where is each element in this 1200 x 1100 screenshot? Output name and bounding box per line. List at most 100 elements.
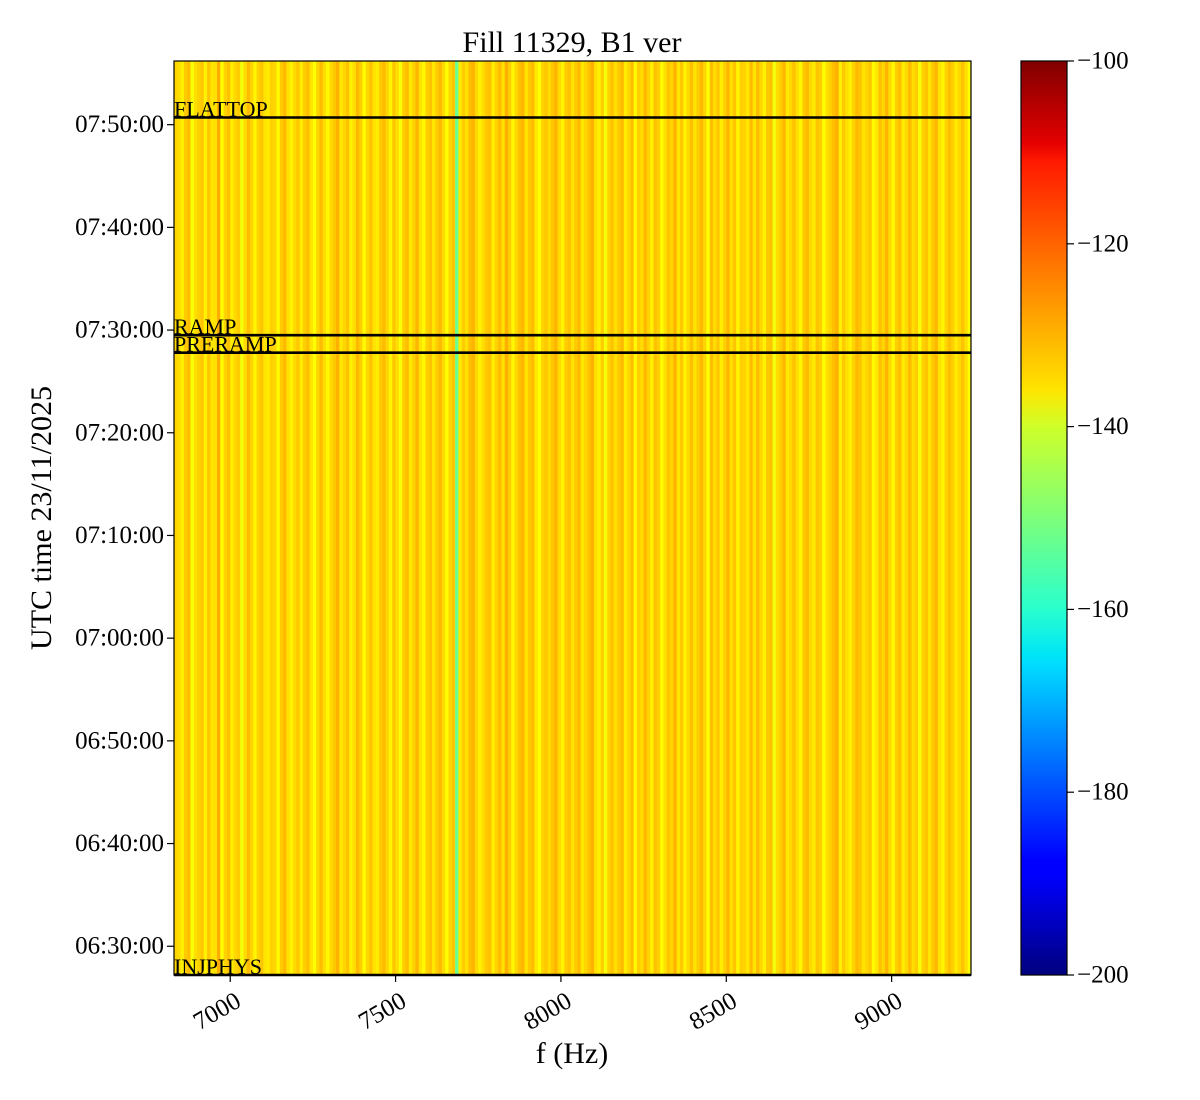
heatmap-band [226,61,231,975]
heatmap-band [441,61,446,975]
x-axis-title: f (Hz) [536,1037,608,1070]
y-tick-label: 07:50:00 [75,111,164,138]
heatmap-band [1176,61,1180,975]
heatmap-band [570,61,575,975]
heatmap-band [488,61,493,975]
heatmap-band [663,61,668,975]
heatmap-band [352,61,357,975]
heatmap-band [296,61,301,975]
heatmap-band [1074,61,1078,975]
heatmap-band [187,61,192,975]
heatmap-band [818,61,823,975]
heatmap-band [587,61,592,975]
heatmap-band [190,61,195,975]
heatmap-band [1150,61,1154,975]
heatmap-band [756,61,760,975]
heatmap-band [1166,61,1170,975]
heatmap-band [322,61,327,975]
heatmap-band [1136,61,1140,975]
heatmap-band [474,61,479,975]
heatmap-band [1143,61,1147,975]
heatmap-band [828,61,833,975]
heatmap-band [1123,61,1127,975]
x-tick-label: 9000 [850,987,907,1035]
heatmap-band [891,61,896,975]
heatmap-band [842,61,846,975]
heatmap-band [362,61,367,975]
heatmap-band [223,61,228,975]
heatmap-band [961,61,965,975]
heatmap-bands [174,61,1180,975]
heatmap-band [640,61,645,975]
heatmap-band [210,61,215,975]
heatmap-band [574,61,579,975]
heatmap-band [1097,61,1101,975]
heatmap-band [471,61,476,975]
heatmap-band [689,61,694,975]
heatmap-band [355,61,360,975]
heatmap-band [653,61,658,975]
heatmap-band [713,61,717,975]
heatmap-band [825,61,830,975]
heatmap-band [656,61,661,975]
heatmap-band [808,61,813,975]
heatmap-band [759,61,764,975]
heatmap-band [984,61,988,975]
heatmap-band [931,61,936,975]
heatmap-band [1001,61,1005,975]
heatmap-band [1160,61,1164,975]
heatmap-band [547,61,552,975]
heatmap-band [693,61,698,975]
heatmap-band [339,61,344,975]
heatmap-band [1153,61,1157,975]
heatmap-band [703,61,708,975]
heatmap-band [683,61,688,975]
heatmap-band [934,61,939,975]
heatmap-band [236,61,241,975]
heatmap-band [336,61,340,975]
heatmap-band [1120,61,1124,975]
heatmap-band [230,61,235,975]
heatmap-band [607,61,612,975]
heatmap-band [991,61,995,975]
heatmap-band [901,61,906,975]
heatmap-band [342,61,347,975]
heatmap-band [1083,61,1087,975]
heatmap-band [395,61,400,975]
heatmap-band [749,61,754,975]
heatmap-band [316,61,321,975]
heatmap-band [1113,61,1117,975]
heatmap-band [772,61,777,975]
heatmap-band [259,61,264,975]
heatmap-band [908,61,913,975]
heatmap-band [269,61,274,975]
heatmap-band [465,61,469,975]
heatmap-band [1133,61,1137,975]
heatmap-band [765,61,770,975]
heatmap-band [660,61,665,975]
phase-label: RAMP [174,314,236,339]
heatmap-band [1093,61,1097,975]
heatmap-band [994,61,998,975]
heatmap-band [276,61,281,975]
heatmap-band [521,61,526,975]
heatmap-band [1087,61,1091,975]
heatmap-band [481,61,486,975]
heatmap-band [402,61,407,975]
heatmap-band [643,61,648,975]
heatmap-band [253,61,258,975]
heatmap-band [716,61,721,975]
colorbar-tick-label: −200 [1077,962,1129,989]
heatmap-band [885,61,889,975]
heatmap-band [1117,61,1121,975]
heatmap-band [666,61,671,975]
heatmap-band [739,61,744,975]
heatmap-band [974,61,978,975]
heatmap-band [1007,61,1011,975]
heatmap-band [448,61,453,975]
heatmap-band [213,61,218,975]
heatmap-band [273,61,278,975]
y-tick-label: 07:00:00 [75,625,164,652]
heatmap-band [263,61,268,975]
